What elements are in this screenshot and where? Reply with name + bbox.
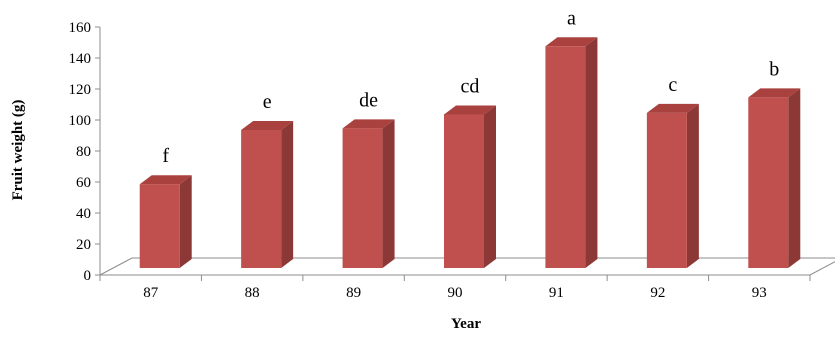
x-tick-label: 89: [346, 285, 361, 301]
bar-data-label: e: [263, 91, 272, 113]
bar-data-label: c: [668, 74, 677, 96]
bar-data-label: cd: [461, 75, 480, 97]
y-tick-label: 80: [76, 144, 91, 160]
bar: [241, 120, 294, 268]
y-tick-label: 0: [84, 268, 92, 284]
x-tick-label: 91: [549, 285, 564, 301]
bar-top-face: [444, 105, 496, 115]
x-tick-label: 92: [650, 285, 665, 301]
y-tick-label: 160: [69, 20, 92, 36]
y-tick-label: 120: [69, 82, 92, 98]
bar-top-face: [748, 88, 801, 98]
bar: [139, 175, 192, 268]
bar-side-face: [686, 103, 699, 269]
bar-top-face: [139, 175, 192, 185]
bar-side-face: [585, 37, 598, 268]
bar: [444, 105, 496, 268]
chart-floor: [99, 257, 835, 276]
y-axis-title: Fruit weight (g): [10, 100, 26, 201]
bar-side-face: [382, 119, 395, 269]
x-axis-title: Year: [451, 316, 481, 332]
bar-side-face: [788, 88, 801, 269]
bar-top-face: [646, 103, 699, 113]
bar-front-face: [342, 128, 383, 268]
y-tick-label: 20: [76, 237, 91, 253]
bar-front-face: [139, 184, 180, 268]
bar-front-face: [545, 46, 586, 268]
y-tick-label: 40: [76, 206, 91, 222]
bar: [545, 37, 598, 268]
bar: [748, 88, 801, 269]
y-tick-label: 140: [69, 51, 92, 67]
bar-side-face: [484, 105, 496, 268]
bar-front-face: [748, 97, 789, 269]
bar-data-label: a: [567, 7, 576, 29]
bar-front-face: [241, 129, 282, 268]
y-tick-label: 100: [69, 113, 92, 129]
bar-data-label: b: [769, 58, 779, 80]
x-tick-label: 93: [752, 285, 767, 301]
bar-top-face: [241, 120, 294, 130]
bar-side-face: [179, 175, 192, 268]
bar-data-label: de: [359, 89, 378, 111]
x-tick-label: 90: [448, 285, 463, 301]
bar-top-face: [342, 119, 395, 129]
bar-data-label: f: [162, 145, 169, 167]
y-tick-label: 60: [76, 175, 91, 191]
bar-side-face: [281, 120, 294, 268]
bar-front-face: [444, 114, 484, 268]
x-tick-label: 87: [143, 285, 159, 301]
bar-front-face: [646, 112, 687, 269]
bar: [646, 103, 699, 269]
bar: [342, 119, 395, 269]
bar-top-face: [545, 37, 598, 47]
x-tick-label: 88: [245, 285, 260, 301]
